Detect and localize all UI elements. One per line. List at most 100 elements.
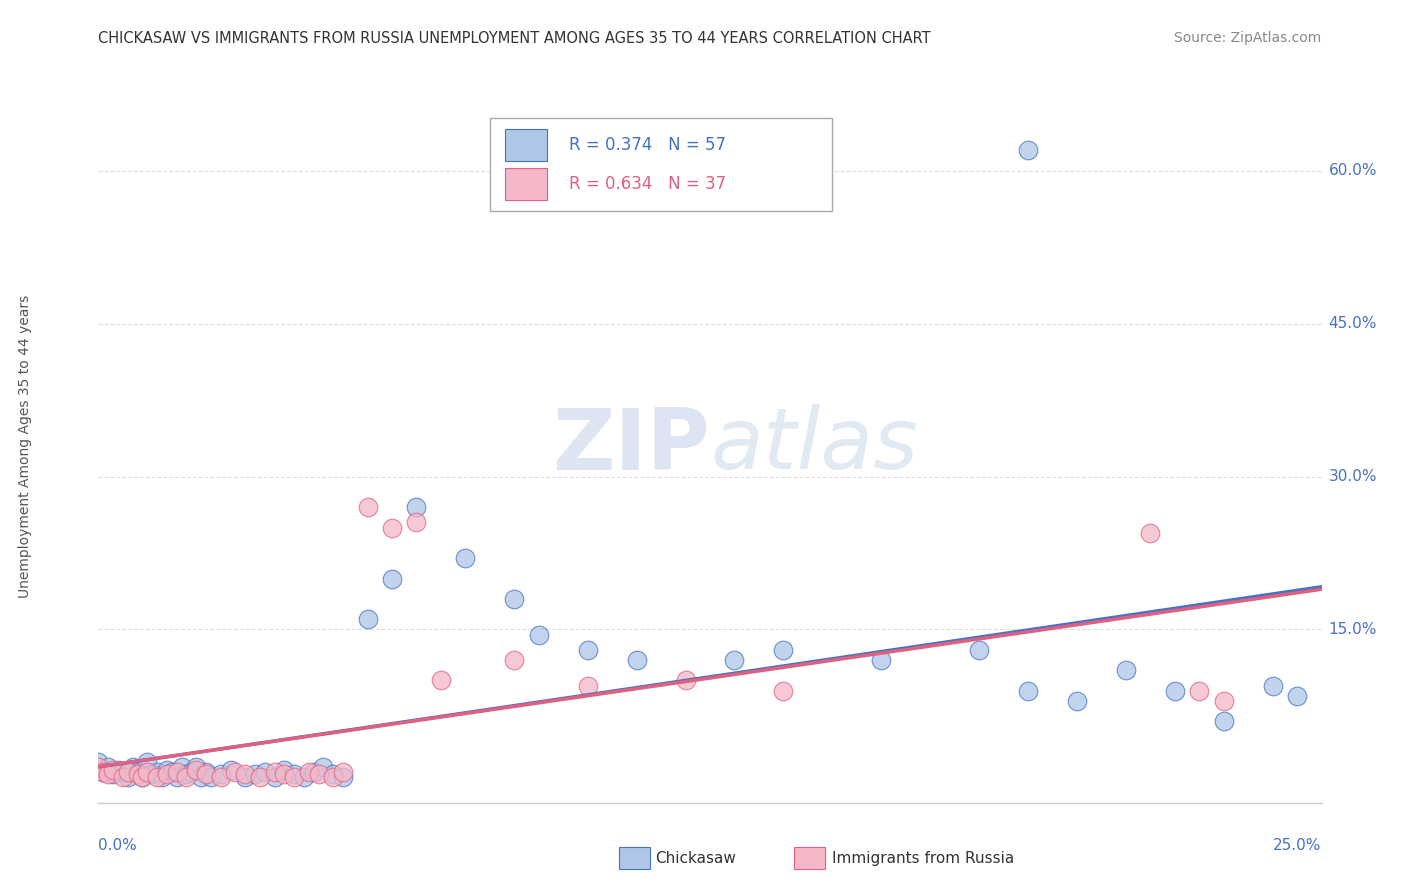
Point xyxy=(160,765,183,780)
Text: 60.0%: 60.0% xyxy=(1329,163,1376,178)
Point xyxy=(101,767,124,781)
Point xyxy=(332,765,354,780)
Point xyxy=(503,591,526,606)
Point xyxy=(186,763,208,777)
Text: ZIP: ZIP xyxy=(553,404,710,488)
Point xyxy=(146,765,169,780)
Point xyxy=(626,653,648,667)
Point xyxy=(263,765,285,780)
Point xyxy=(1212,714,1234,729)
Point xyxy=(136,755,159,769)
Text: 30.0%: 30.0% xyxy=(1329,469,1376,484)
Point xyxy=(302,765,325,780)
Point xyxy=(131,770,153,784)
Point xyxy=(283,770,305,784)
Point xyxy=(176,770,198,784)
Point xyxy=(405,500,427,515)
FancyBboxPatch shape xyxy=(489,118,832,211)
Point xyxy=(87,760,110,774)
Point xyxy=(381,572,404,586)
Point xyxy=(87,755,110,769)
Point xyxy=(430,673,453,688)
Text: 15.0%: 15.0% xyxy=(1329,622,1376,637)
Point xyxy=(200,770,222,784)
Point xyxy=(195,765,218,780)
FancyBboxPatch shape xyxy=(505,168,547,200)
Point xyxy=(1164,683,1187,698)
Point xyxy=(576,679,599,693)
Point xyxy=(111,765,134,780)
Point xyxy=(322,767,344,781)
Point xyxy=(576,643,599,657)
Text: Source: ZipAtlas.com: Source: ZipAtlas.com xyxy=(1174,31,1322,45)
Point xyxy=(141,767,163,781)
Point xyxy=(127,765,149,780)
Point xyxy=(219,763,242,777)
Text: atlas: atlas xyxy=(710,404,918,488)
Point xyxy=(150,770,173,784)
Point xyxy=(298,765,321,780)
Point xyxy=(117,770,139,784)
Point xyxy=(190,770,212,784)
Point xyxy=(772,643,794,657)
Point xyxy=(870,653,893,667)
Text: 0.0%: 0.0% xyxy=(98,838,138,854)
Point xyxy=(136,765,159,780)
Text: R = 0.374   N = 57: R = 0.374 N = 57 xyxy=(569,136,727,153)
Point xyxy=(97,760,120,774)
Point xyxy=(1261,679,1284,693)
Point xyxy=(91,765,114,780)
Point xyxy=(381,520,404,534)
Point xyxy=(166,765,188,780)
Point xyxy=(273,767,295,781)
Point xyxy=(527,627,550,641)
Point xyxy=(356,500,378,515)
Text: Unemployment Among Ages 35 to 44 years: Unemployment Among Ages 35 to 44 years xyxy=(18,294,32,598)
Point xyxy=(101,763,124,777)
Point xyxy=(121,760,143,774)
Point xyxy=(249,770,271,784)
Point xyxy=(1017,683,1039,698)
Point xyxy=(233,770,256,784)
Point xyxy=(332,770,354,784)
Text: 25.0%: 25.0% xyxy=(1274,838,1322,854)
Point xyxy=(224,765,246,780)
Point xyxy=(312,760,335,774)
Point xyxy=(292,770,315,784)
Point xyxy=(233,767,256,781)
Point xyxy=(156,767,179,781)
Point xyxy=(356,612,378,626)
Point xyxy=(209,767,232,781)
Text: Chickasaw: Chickasaw xyxy=(655,851,737,865)
Point xyxy=(675,673,697,688)
Point xyxy=(107,763,129,777)
Point xyxy=(186,760,208,774)
Point xyxy=(263,770,285,784)
Point xyxy=(253,765,276,780)
Point xyxy=(1115,663,1137,677)
Text: CHICKASAW VS IMMIGRANTS FROM RUSSIA UNEMPLOYMENT AMONG AGES 35 TO 44 YEARS CORRE: CHICKASAW VS IMMIGRANTS FROM RUSSIA UNEM… xyxy=(98,31,931,46)
Point xyxy=(322,770,344,784)
Point xyxy=(156,763,179,777)
Point xyxy=(1188,683,1211,698)
Point xyxy=(127,767,149,781)
Point xyxy=(283,767,305,781)
Text: R = 0.634   N = 37: R = 0.634 N = 37 xyxy=(569,175,727,193)
FancyBboxPatch shape xyxy=(505,128,547,161)
Point xyxy=(91,765,114,780)
Point xyxy=(209,770,232,784)
Point xyxy=(273,763,295,777)
Point xyxy=(1286,689,1309,703)
Point xyxy=(170,760,193,774)
Point xyxy=(243,767,266,781)
Point xyxy=(117,765,139,780)
Point xyxy=(1066,694,1088,708)
Point xyxy=(723,653,745,667)
Point xyxy=(180,765,202,780)
Point xyxy=(503,653,526,667)
Point xyxy=(967,643,990,657)
Point xyxy=(195,767,218,781)
Point xyxy=(772,683,794,698)
Point xyxy=(1212,694,1234,708)
Point xyxy=(146,770,169,784)
